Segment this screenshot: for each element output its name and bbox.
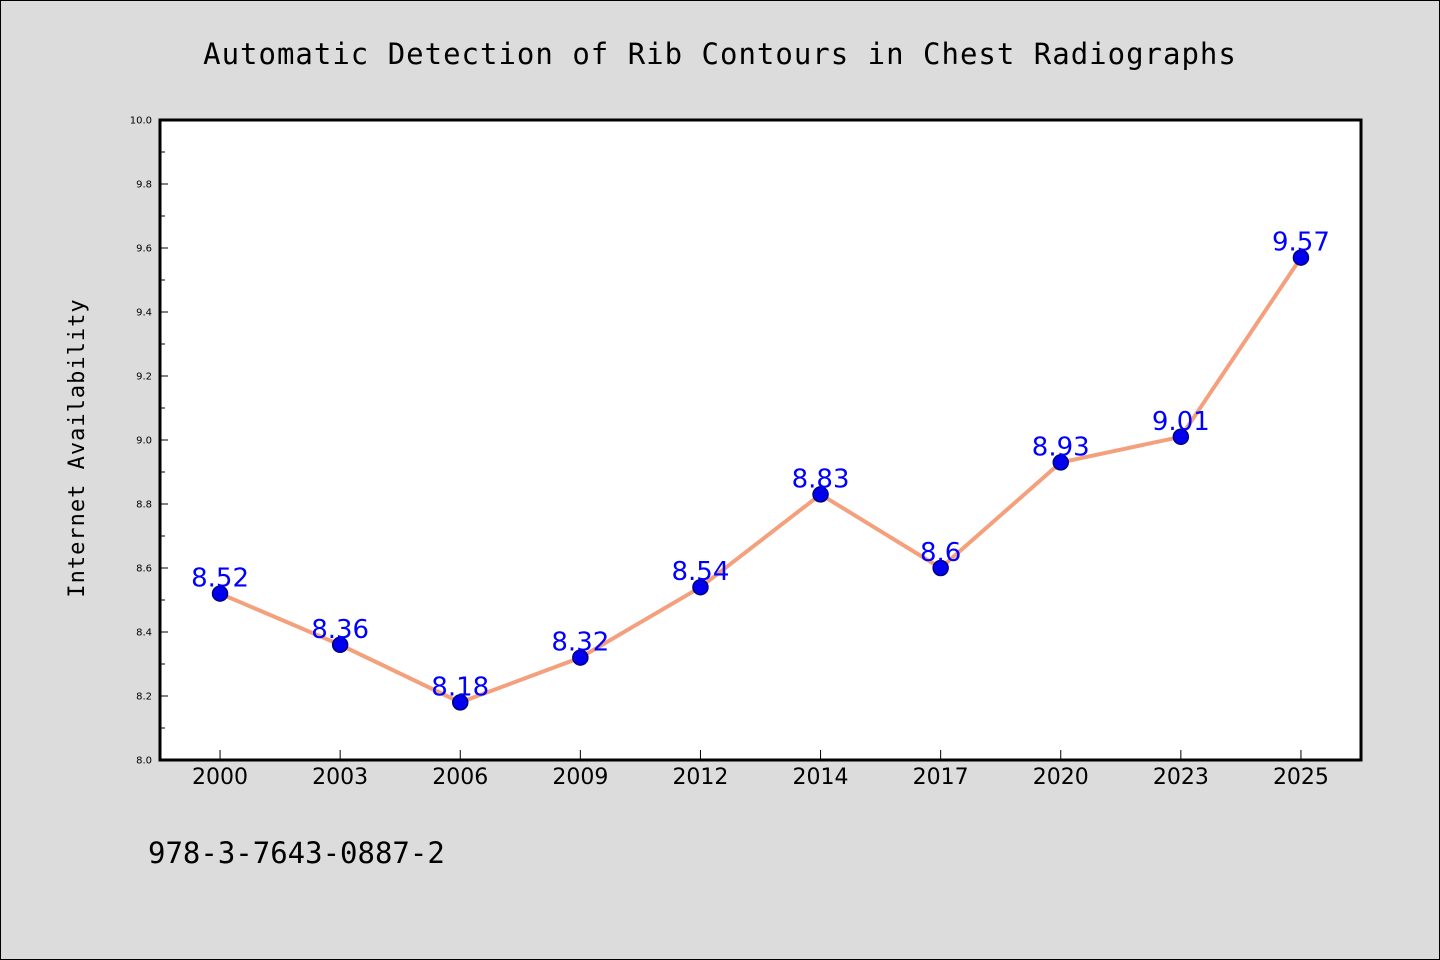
data-markers — [211, 249, 1310, 711]
y-tick-label: 8.4 — [136, 628, 152, 639]
y-tick-label: 9.6 — [136, 244, 152, 255]
y-tick-label: 8.6 — [136, 564, 152, 575]
y-tick-label: 10.0 — [130, 116, 152, 127]
data-point — [1292, 249, 1310, 266]
data-label: 8.6 — [920, 538, 961, 568]
x-axis-ticks: 2000 2003 2006 2009 2012 2014 2017 2020 2023 2025 — [192, 750, 1329, 790]
y-tick-label: 9.2 — [136, 372, 152, 383]
data-label: 9.01 — [1152, 407, 1210, 437]
data-point — [331, 636, 349, 654]
x-tick-label: 2023 — [1153, 765, 1209, 790]
data-label: 8.93 — [1032, 432, 1090, 462]
data-point — [812, 486, 829, 503]
y-tick-label: 8.2 — [136, 692, 152, 703]
chart-title: Automatic Detection of Rib Contours in C… — [203, 37, 1237, 71]
x-tick-label: 2012 — [672, 765, 728, 790]
data-label: 8.52 — [191, 564, 249, 594]
data-point — [932, 559, 949, 577]
x-tick-label: 2020 — [1033, 765, 1089, 790]
footer-code: 978-3-7643-0887-2 — [148, 836, 445, 870]
y-tick-label: 9.4 — [136, 308, 152, 319]
y-tick-label: 8.0 — [136, 756, 152, 767]
y-tick-label: 9.0 — [136, 436, 152, 447]
x-tick-label: 2025 — [1273, 765, 1329, 790]
data-point — [572, 649, 589, 666]
x-tick-label: 2017 — [913, 765, 969, 790]
series-line — [219, 256, 1303, 705]
data-label: 8.36 — [311, 615, 369, 645]
x-tick-label: 2006 — [432, 765, 488, 790]
plot-frame — [158, 118, 1363, 762]
y-axis-label: Internet Availability — [65, 298, 90, 597]
y-tick-label: 8.8 — [136, 500, 152, 511]
x-tick-label: 2003 — [312, 765, 368, 790]
data-labels: 8.52 8.36 8.18 8.32 8.54 8.83 8.6 8.93 9.01 9.57 — [191, 228, 1330, 703]
x-tick-label: 2009 — [552, 765, 608, 790]
data-point — [452, 694, 469, 711]
data-label: 8.83 — [792, 464, 850, 494]
data-point — [211, 585, 229, 602]
data-label: 8.18 — [431, 672, 489, 702]
y-tick-label: 9.8 — [136, 180, 152, 191]
data-point — [692, 578, 709, 596]
data-point — [1052, 454, 1069, 471]
data-label: 8.54 — [672, 557, 730, 587]
data-label: 9.57 — [1272, 228, 1330, 258]
x-tick-label: 2014 — [793, 765, 849, 790]
data-label: 8.32 — [551, 628, 609, 658]
data-point — [1172, 428, 1190, 446]
x-tick-label: 2000 — [192, 765, 248, 790]
